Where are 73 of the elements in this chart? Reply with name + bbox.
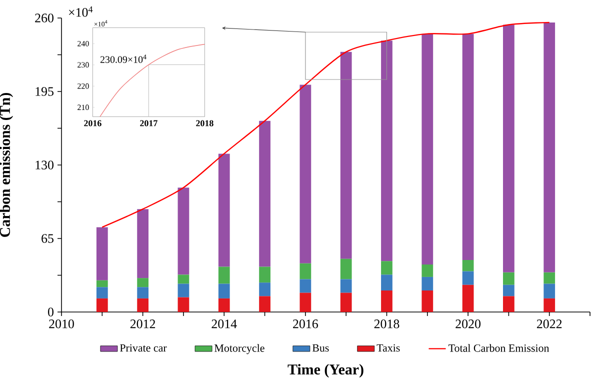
bar <box>218 298 230 312</box>
bar <box>340 52 352 259</box>
bar <box>259 296 270 312</box>
annotation: 230.09×10$^{4}$ <box>100 54 146 63</box>
bar <box>178 284 190 298</box>
legend-label: Total Carbon Emission <box>448 344 550 352</box>
y-tick-label: 130 <box>36 160 54 170</box>
y-tick-label: 195 <box>36 87 54 96</box>
bar <box>462 284 474 312</box>
x-tick-label: 2018 <box>374 320 400 328</box>
bar <box>381 261 392 275</box>
legend-label: Motorcycle <box>214 344 264 354</box>
bar <box>381 290 392 312</box>
bar <box>503 24 514 272</box>
bar <box>218 154 230 267</box>
bar <box>96 227 108 280</box>
x-tick-label: 2010 <box>49 320 74 328</box>
bar <box>300 263 312 280</box>
text: ×10$^{4}$ <box>69 6 93 17</box>
x-tick-label: 2022 <box>536 320 562 328</box>
y-tick-label: 0 <box>48 308 54 316</box>
bar <box>178 188 190 275</box>
bar <box>340 258 352 280</box>
bar <box>178 297 190 312</box>
bar <box>96 280 108 288</box>
bar <box>218 266 230 284</box>
x-tick-label: 2020 <box>456 320 481 328</box>
bar <box>422 290 434 312</box>
bar <box>137 298 148 312</box>
bar <box>300 292 312 312</box>
bar <box>544 284 556 298</box>
bar <box>503 296 514 312</box>
y-tick-label: 260 <box>35 14 54 22</box>
bar <box>422 34 434 265</box>
x-tick-label: 2017 <box>140 120 158 126</box>
bar <box>381 274 392 291</box>
bar <box>544 272 556 284</box>
x-tick-label: 2012 <box>130 320 156 328</box>
bar <box>96 287 108 298</box>
bar <box>462 260 474 272</box>
x-tick-label: 2016 <box>84 120 102 126</box>
bar <box>137 278 148 288</box>
y-tick-label: 65 <box>42 234 54 243</box>
bar <box>503 284 514 296</box>
bar <box>259 266 270 283</box>
bar <box>381 40 392 262</box>
bar <box>462 34 474 260</box>
bar <box>178 274 190 284</box>
y-axis-title: Carbon emissions (Tn) <box>0 93 14 237</box>
bar <box>259 282 270 296</box>
legend-label: Taxis <box>376 344 400 352</box>
legend-label: Private car <box>120 344 167 352</box>
bar <box>340 279 352 293</box>
line-series <box>100 44 206 118</box>
bar <box>462 271 474 285</box>
bar <box>422 276 434 291</box>
bar <box>503 272 514 285</box>
x-tick-label: 2016 <box>293 320 318 328</box>
bar <box>96 298 108 312</box>
x-tick-label: 2018 <box>196 120 214 126</box>
bar <box>300 279 312 293</box>
bar <box>218 284 230 298</box>
x-axis-title: Time (Year) <box>288 364 364 378</box>
legend-label: Bus <box>312 344 329 352</box>
bar <box>422 264 434 277</box>
bar <box>137 287 148 298</box>
bar <box>259 120 270 267</box>
bar <box>137 209 148 278</box>
bar <box>340 292 352 312</box>
bar <box>544 298 556 312</box>
bar <box>300 84 312 264</box>
bar <box>544 22 556 272</box>
x-tick-label: 2014 <box>212 320 237 328</box>
